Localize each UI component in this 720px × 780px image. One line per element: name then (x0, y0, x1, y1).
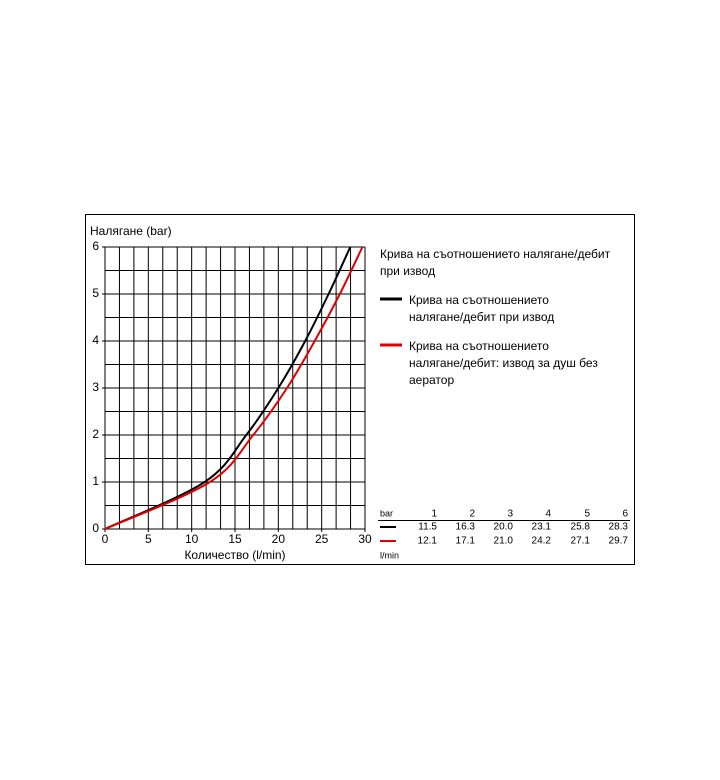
table-cell: 23.1 (532, 522, 552, 533)
x-axis-label: Количество (l/min) (184, 548, 285, 562)
x-tick-label: 0 (102, 532, 109, 546)
series-line (104, 246, 352, 530)
y-axis-label: Налягане (bar) (90, 224, 172, 238)
table-cell: 27.1 (571, 536, 591, 547)
y-tick-label: 6 (92, 239, 99, 253)
table-cell: 29.7 (609, 536, 629, 547)
legend-entry: Крива на съотношението налягане/дебит пр… (409, 293, 555, 324)
x-tick-label: 20 (272, 532, 286, 546)
x-tick-label: 10 (185, 532, 199, 546)
table-cell: 17.1 (456, 536, 476, 547)
table-header: 5 (584, 509, 590, 520)
table-header: 2 (469, 509, 475, 520)
legend-entry: Крива на съотношението налягане/дебит: и… (409, 339, 598, 387)
table-header: 1 (431, 509, 437, 520)
table-cell: 12.1 (418, 536, 438, 547)
series-line (104, 246, 364, 530)
y-tick-label: 5 (92, 286, 99, 300)
table-cell: 11.5 (418, 522, 437, 533)
y-tick-label: 4 (92, 333, 99, 347)
y-tick-label: 3 (92, 380, 99, 394)
table-cell: 20.0 (494, 522, 514, 533)
y-tick-label: 2 (92, 427, 99, 441)
y-tick-label: 0 (92, 521, 99, 535)
y-tick-label: 1 (92, 474, 99, 488)
table-cell: 21.0 (494, 536, 514, 547)
table-unit: bar (380, 508, 393, 518)
x-tick-label: 5 (145, 532, 152, 546)
table-header: 3 (507, 509, 513, 520)
table-cell: 28.3 (609, 522, 629, 533)
table-cell: 25.8 (571, 522, 591, 533)
table-header: 6 (622, 509, 628, 520)
table-cell: 24.2 (532, 536, 552, 547)
legend-title: Крива на съотношението налягане/дебит пр… (380, 247, 611, 278)
table-header: 4 (545, 509, 551, 520)
x-tick-label: 30 (358, 532, 372, 546)
frame (85, 214, 635, 565)
table-cell: 16.3 (456, 522, 476, 533)
table-unit: l/min (380, 550, 399, 560)
x-tick-label: 25 (315, 532, 329, 546)
x-tick-label: 15 (228, 532, 242, 546)
